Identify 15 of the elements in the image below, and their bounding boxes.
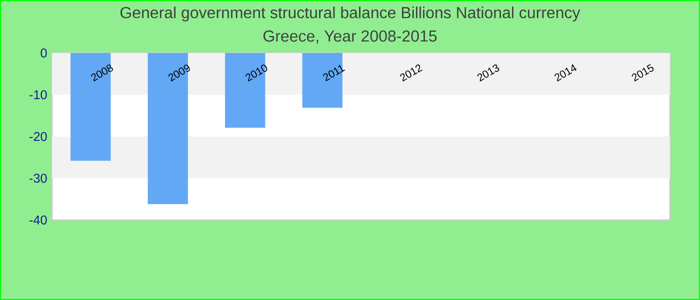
x-tick-label: 2011: [323, 64, 346, 82]
y-tick-label: 0: [40, 48, 47, 58]
y-tick-label: -10: [30, 90, 47, 100]
x-tick-label: 2014: [554, 64, 576, 82]
y-tick-label: -40: [30, 216, 47, 224]
x-tick-label: 2015: [632, 64, 654, 82]
chart-subtitle: Greece, Year 2008-2015: [263, 30, 437, 44]
x-tick-label: 2009: [168, 64, 190, 82]
x-tick-label: 2013: [477, 64, 500, 82]
chart-title: General government structural balance Billions National currency: [120, 6, 580, 22]
y-tick-label: -20: [30, 132, 47, 141]
x-tick-label: 2008: [91, 64, 113, 82]
x-tick-label: 2012: [400, 64, 423, 82]
x-tick-label: 2010: [246, 64, 268, 82]
y-tick-label: -30: [30, 174, 47, 183]
